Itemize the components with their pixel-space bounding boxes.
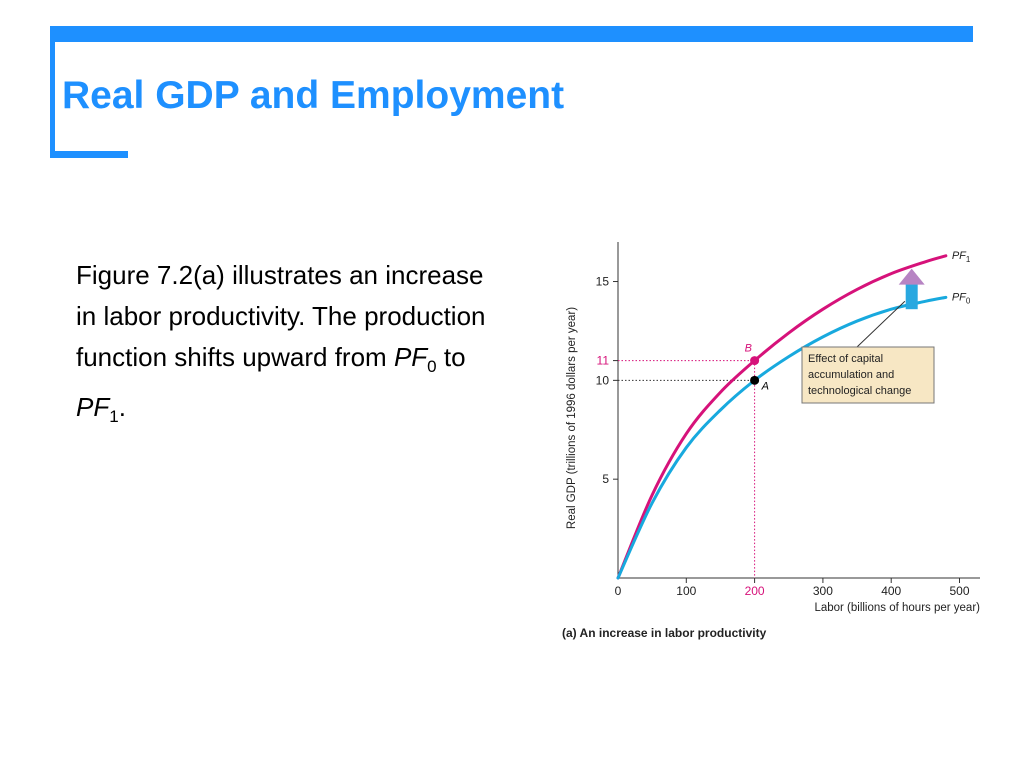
annotation-text-line: Effect of capital: [808, 353, 883, 365]
y-tick-label: 11: [597, 354, 610, 368]
page-title: Real GDP and Employment: [62, 74, 565, 117]
point-a-label: A: [761, 380, 769, 392]
shift-arrow-shaft: [905, 282, 918, 310]
slide-title-underline: [50, 151, 128, 158]
x-tick-label: 300: [813, 584, 833, 598]
series-pf1-label: PF1: [952, 250, 971, 264]
point-b-label: B: [745, 343, 752, 355]
y-tick-label: 10: [596, 373, 610, 387]
shift-arrow-head: [898, 268, 925, 285]
production-function-chart: Effect of capital accumulation and technol…: [562, 242, 980, 640]
x-tick-label: 500: [949, 584, 969, 598]
sentence-end: .: [118, 392, 126, 423]
body-text: Figure 7.2(a) illustrates an increase in…: [76, 260, 486, 372]
slide-top-bar: [50, 26, 973, 42]
chart-caption: (a) An increase in labor productivity: [562, 626, 767, 640]
slide-left-bar: [50, 26, 55, 158]
x-tick-label: 100: [676, 584, 696, 598]
x-tick-label: 400: [881, 584, 901, 598]
point-a: [750, 375, 760, 385]
series-pf0-label: PF0: [952, 291, 971, 305]
x-axis-label: Labor (billions of hours per year): [814, 602, 980, 614]
annotation-leader-line: [856, 300, 906, 348]
annotation-box: [801, 346, 935, 404]
pf0-term: PF0: [393, 342, 437, 377]
connector-word: to: [443, 342, 466, 372]
series-pf1-line: [616, 254, 948, 580]
pf1-term: PF1: [76, 392, 119, 427]
y-tick-label: 5: [602, 472, 609, 486]
annotation-text-line: technological change: [808, 385, 911, 397]
y-tick-label: 15: [596, 275, 610, 289]
point-b: [750, 356, 760, 366]
x-tick-label: 200: [745, 584, 765, 598]
x-tick-label: 0: [615, 584, 622, 598]
body-paragraph: Figure 7.2(a) illustrates an increase in…: [76, 255, 496, 437]
y-axis-label: Real GDP (trillions of 1996 dollars per …: [566, 307, 578, 529]
annotation-text-line: accumulation and: [808, 369, 894, 381]
